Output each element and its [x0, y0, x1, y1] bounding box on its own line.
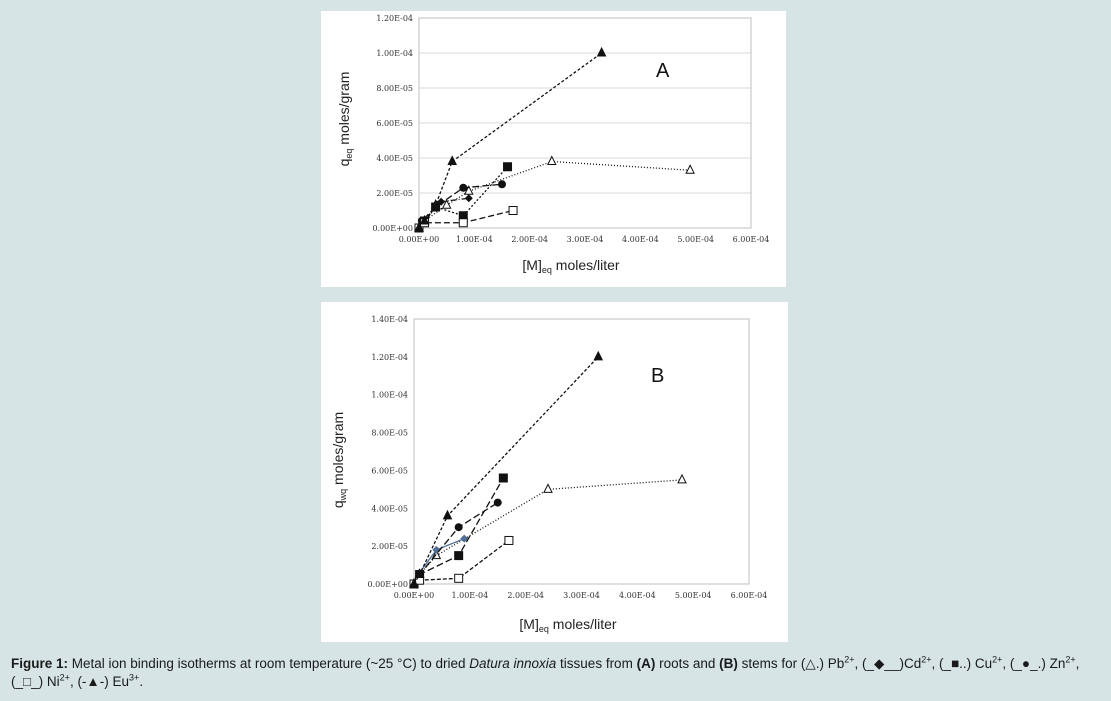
caption-species: Datura innoxia [469, 656, 557, 671]
chart-a-x-tick-label: 4.00E-04 [622, 235, 659, 244]
chart-b-y-tick-label: 1.40E-04 [371, 315, 408, 324]
chart-a-y-axis-title: qeq moles/gram [336, 72, 354, 167]
chart-b-y-tick-label: 8.00E-05 [371, 429, 408, 438]
caption-charge: 3+ [129, 672, 140, 683]
caption-figure-label: Figure 1: [11, 656, 69, 671]
chart-b-diamond-marker [460, 534, 469, 543]
chart-b-circle-marker [493, 498, 502, 507]
chart-b-panel-letter: B [651, 365, 664, 387]
chart-a-circle-marker [459, 183, 468, 192]
chart-b-circle-marker [454, 523, 463, 532]
chart-b-square-marker [504, 535, 514, 545]
chart-b-triangle-marker [409, 577, 419, 588]
chart-a-y-tick-label: 0.00E+00 [372, 224, 413, 233]
figure-caption: Figure 1: Metal ion binding isotherms at… [11, 655, 1103, 691]
chart-a-x-tick-label: 3.00E-04 [567, 235, 604, 244]
chart-b-x-axis-title: [M]eq moles/liter [519, 616, 616, 634]
chart-a-diamond-marker [464, 194, 473, 203]
chart-b-x-tick-label: 6.00E-04 [731, 591, 768, 600]
chart-b-plot-frame [413, 318, 750, 585]
chart-b-x-tick-label: 1.00E-04 [451, 591, 488, 600]
chart-b-diamond-marker [432, 545, 441, 554]
caption-charge: 2+ [59, 672, 70, 683]
caption-charge: 2+ [992, 654, 1003, 665]
chart-b-square-marker [498, 473, 508, 483]
chart-b-triangle-marker [414, 568, 425, 579]
chart-b-square-marker [454, 573, 464, 583]
chart-a-square-marker [458, 218, 468, 228]
chart-b-y-tick-label: 6.00E-05 [371, 466, 408, 475]
caption-text: roots and [655, 656, 720, 671]
caption-charge: 2+ [1065, 654, 1076, 665]
chart-a-x-tick-label: 1.00E-04 [456, 235, 493, 244]
chart-a-y-tick-label: 8.00E-05 [376, 84, 413, 93]
chart-a-y-tick-label: 2.00E-05 [376, 189, 413, 198]
chart-a-panel-letter: A [656, 60, 670, 82]
chart-a-y-tick-label: 1.00E-04 [376, 49, 413, 58]
caption-text: Metal ion binding isotherms at room temp… [68, 656, 470, 671]
chart-a-triangle-marker [463, 185, 474, 195]
chart-a-triangle-marker [430, 199, 441, 209]
chart-panel-a: A qeq moles/gram [M]eq moles/liter 0.00E… [321, 11, 786, 287]
chart-b-svg: B qwq moles/gram [M]eq moles/liter 0.00E… [330, 315, 768, 634]
chart-a-y-tick-label: 6.00E-05 [376, 119, 413, 128]
caption-stems-label: (B) [719, 656, 738, 671]
caption-text: , (_◆__)Cd [854, 656, 922, 671]
chart-b-y-tick-label: 2.00E-05 [371, 542, 408, 551]
chart-a-square-marker [503, 162, 513, 172]
caption-text: , (_●_.) Zn [1002, 656, 1066, 671]
caption-text: , (-▲-) Eu [69, 674, 130, 689]
chart-a-triangle-marker [441, 199, 452, 209]
chart-b-square-marker [454, 551, 464, 561]
chart-a-x-tick-label: 2.00E-04 [511, 235, 548, 244]
chart-a-triangle-marker [447, 155, 458, 165]
chart-a-y-tick-label: 4.00E-05 [376, 154, 413, 163]
chart-a-triangle-marker [546, 155, 557, 165]
chart-a-x-tick-label: 6.00E-04 [733, 235, 770, 244]
chart-b-series-line [413, 356, 599, 585]
caption-text: . [139, 674, 144, 689]
chart-b-triangle-marker [677, 473, 687, 484]
chart-a-x-tick-label: 5.00E-04 [677, 235, 714, 244]
chart-a-square-marker [508, 206, 518, 215]
chart-a-plot-frame [418, 17, 752, 229]
chart-b-x-tick-label: 0.00E+00 [394, 591, 435, 600]
chart-b-y-tick-label: 4.00E-05 [371, 504, 408, 513]
chart-b-x-tick-label: 4.00E-04 [619, 591, 656, 600]
chart-b-y-axis-title: qwq moles/gram [330, 412, 348, 508]
chart-b-series-line [413, 502, 499, 585]
caption-text: , (_■..) Cu [931, 656, 993, 671]
chart-b-y-tick-label: 0.00E+00 [367, 580, 408, 589]
chart-a-triangle-marker [685, 164, 695, 174]
chart-a-triangle-marker [419, 214, 430, 225]
caption-text: , (_□_) Ni [11, 656, 1080, 689]
chart-b-triangle-marker [442, 509, 453, 520]
chart-b-y-tick-label: 1.20E-04 [371, 353, 408, 362]
chart-panel-b: B qwq moles/gram [M]eq moles/liter 0.00E… [321, 302, 788, 642]
chart-a-x-tick-label: 0.00E+00 [399, 235, 440, 244]
chart-b-x-tick-label: 5.00E-04 [675, 591, 712, 600]
chart-a-y-tick-label: 1.20E-04 [376, 14, 413, 23]
chart-a-triangle-marker [596, 46, 607, 57]
chart-b-x-tick-label: 3.00E-04 [563, 591, 600, 600]
chart-b-triangle-marker [593, 350, 604, 361]
caption-charge: 2+ [844, 654, 855, 665]
chart-a-svg: A qeq moles/gram [M]eq moles/liter 0.00E… [336, 14, 770, 275]
caption-charge: 2+ [921, 654, 932, 665]
caption-text: stems for (△.) Pb [737, 656, 845, 671]
chart-b-x-tick-label: 2.00E-04 [507, 591, 544, 600]
chart-a-x-axis-title: [M]eq moles/liter [522, 257, 619, 275]
chart-b-triangle-marker [543, 483, 553, 493]
chart-b-y-tick-label: 1.00E-04 [371, 391, 408, 400]
caption-roots-label: (A) [636, 656, 656, 671]
caption-text: tissues from [556, 656, 637, 671]
chart-a-circle-marker [498, 180, 506, 189]
chart-a-triangle-marker [414, 221, 424, 232]
